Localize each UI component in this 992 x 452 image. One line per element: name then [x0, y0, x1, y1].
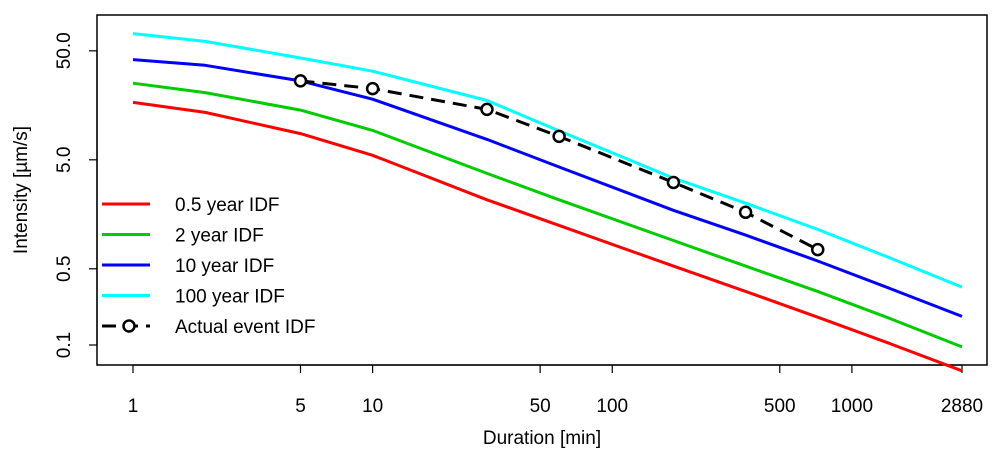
legend-label: 10 year IDF: [175, 256, 274, 277]
y-tick-label: 5.0: [54, 147, 75, 173]
series-line-2: [132, 81, 963, 349]
legend: 0.5 year IDF 2 year IDF 10 year IDF 100 yea…: [102, 195, 315, 338]
legend-marker: [122, 319, 136, 333]
data-point: [293, 74, 308, 88]
legend-label: 0.5 year IDF: [175, 195, 280, 216]
y-tick-label: 0.1: [54, 332, 75, 358]
x-tick-label: 1: [128, 396, 139, 417]
data-point: [365, 81, 380, 96]
data-point: [666, 175, 681, 190]
x-tick-label: 5: [295, 396, 306, 417]
x-tick-label: 10: [362, 396, 383, 417]
data-point: [480, 102, 494, 117]
y-tick-label: 0.5: [54, 256, 75, 282]
series-line-3: [132, 58, 963, 318]
x-axis: 1 5 10 50 100 500 1000 2880: [128, 364, 983, 417]
x-tick-label: 100: [596, 396, 628, 417]
legend-label: 100 year IDF: [175, 287, 285, 308]
plot-frame: [96, 14, 988, 366]
data-point: [552, 129, 566, 144]
y-axis-title: Intensity [µm/s]: [11, 126, 32, 254]
x-tick-label: 1000: [831, 396, 873, 417]
x-tick-label: 500: [764, 396, 796, 417]
series-layer: [132, 32, 963, 373]
x-axis-title: Duration [min]: [483, 428, 601, 449]
x-tick-label: 2880: [941, 396, 983, 417]
series-line-1: [132, 100, 963, 373]
data-point: [738, 205, 753, 220]
legend-label: 2 year IDF: [175, 226, 264, 247]
data-point: [810, 242, 825, 257]
x-tick-label: 50: [530, 396, 551, 417]
y-axis: 0.1 0.5 5.0 50.0: [54, 32, 98, 358]
legend-label: Actual event IDF: [175, 317, 315, 338]
series-line-4: [132, 32, 963, 289]
y-tick-label: 50.0: [54, 32, 75, 69]
